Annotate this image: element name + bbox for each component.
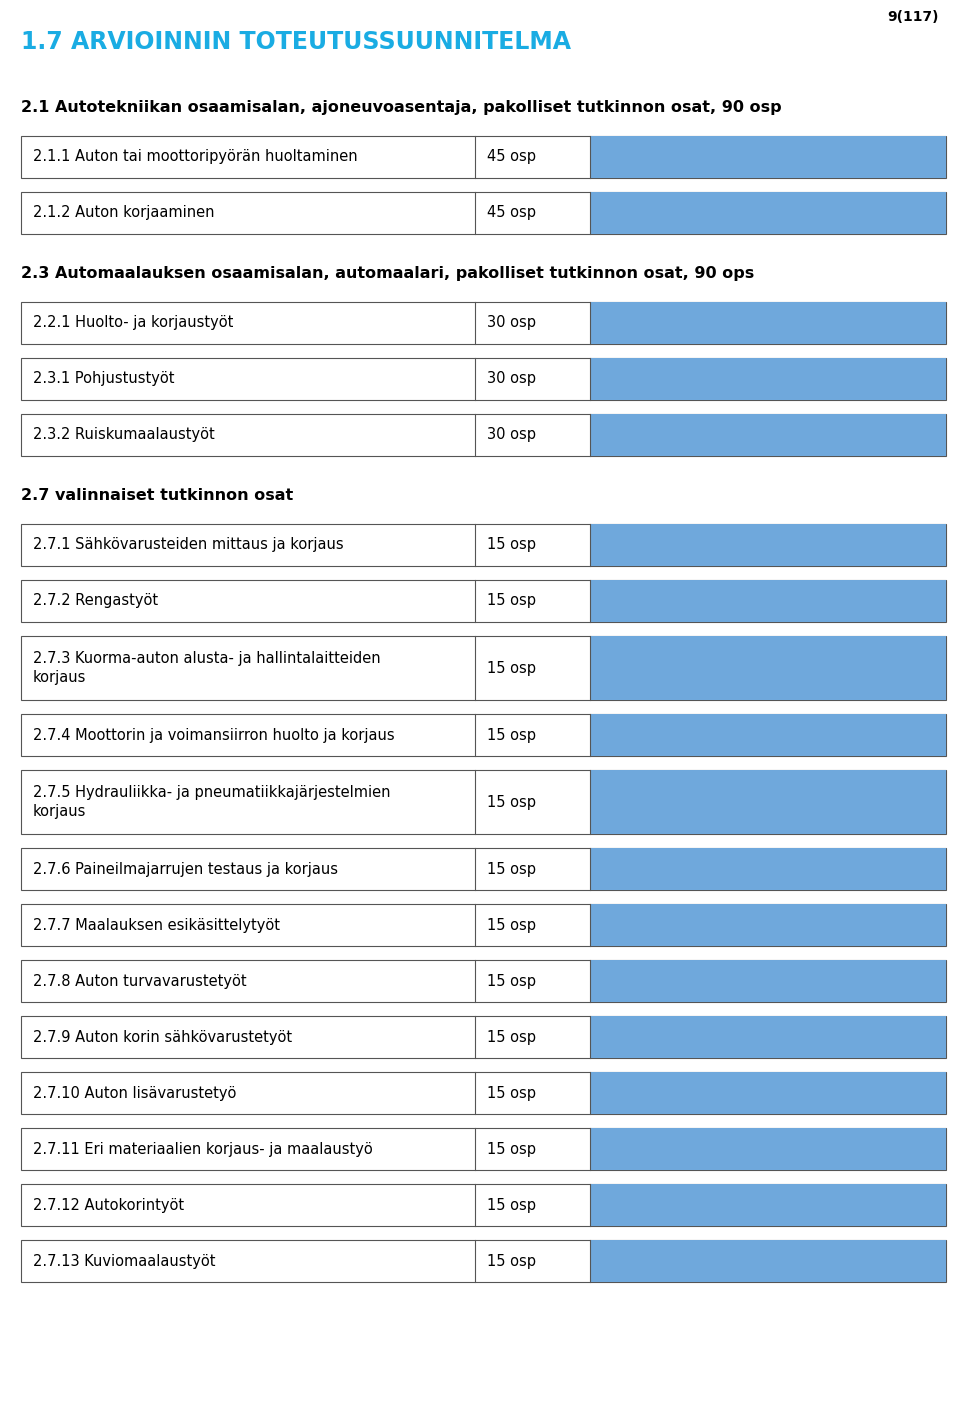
Bar xyxy=(21,960,946,1003)
Text: 30 osp: 30 osp xyxy=(487,315,536,330)
Bar xyxy=(590,580,946,623)
Bar xyxy=(21,414,946,456)
Bar xyxy=(590,136,946,178)
Text: 2.1.2 Auton korjaaminen: 2.1.2 Auton korjaaminen xyxy=(33,206,214,220)
Text: 9(117): 9(117) xyxy=(887,10,939,24)
Text: 2.7.13 Kuviomaalaustyöt: 2.7.13 Kuviomaalaustyöt xyxy=(33,1254,215,1268)
Bar xyxy=(21,192,946,234)
Text: 45 osp: 45 osp xyxy=(487,206,536,220)
Bar xyxy=(590,714,946,755)
Text: 2.7.9 Auton korin sähkövarustetyöt: 2.7.9 Auton korin sähkövarustetyöt xyxy=(33,1029,292,1045)
Text: 2.7.7 Maalauksen esikäsittelytyöt: 2.7.7 Maalauksen esikäsittelytyöt xyxy=(33,918,279,932)
Text: 15 osp: 15 osp xyxy=(487,538,536,552)
Bar xyxy=(21,136,946,178)
Text: 2.3 Automaalauksen osaamisalan, automaalari, pakolliset tutkinnon osat, 90 ops: 2.3 Automaalauksen osaamisalan, automaal… xyxy=(21,265,755,281)
Text: 2.2.1 Huolto- ja korjaustyöt: 2.2.1 Huolto- ja korjaustyöt xyxy=(33,315,233,330)
Text: 15 osp: 15 osp xyxy=(487,661,536,675)
Text: 15 osp: 15 osp xyxy=(487,727,536,743)
Text: 2.7.10 Auton lisävarustetyö: 2.7.10 Auton lisävarustetyö xyxy=(33,1086,236,1100)
Text: 15 osp: 15 osp xyxy=(487,593,536,609)
Bar xyxy=(21,635,946,700)
Text: 15 osp: 15 osp xyxy=(487,1141,536,1156)
Text: 15 osp: 15 osp xyxy=(487,1086,536,1100)
Text: 45 osp: 45 osp xyxy=(487,150,536,165)
Bar xyxy=(590,960,946,1003)
Text: 2.7.2 Rengastyöt: 2.7.2 Rengastyöt xyxy=(33,593,157,609)
Text: 15 osp: 15 osp xyxy=(487,1197,536,1213)
Text: 2.7.6 Paineilmajarrujen testaus ja korjaus: 2.7.6 Paineilmajarrujen testaus ja korja… xyxy=(33,861,338,877)
Bar xyxy=(590,1128,946,1171)
Text: 15 osp: 15 osp xyxy=(487,1029,536,1045)
Bar xyxy=(21,770,946,834)
Bar xyxy=(21,1185,946,1226)
Text: 2.3.1 Pohjustustyöt: 2.3.1 Pohjustustyöt xyxy=(33,371,174,387)
Text: 30 osp: 30 osp xyxy=(487,428,536,442)
Bar xyxy=(590,1185,946,1226)
Text: 15 osp: 15 osp xyxy=(487,1254,536,1268)
Text: 2.7.4 Moottorin ja voimansiirron huolto ja korjaus: 2.7.4 Moottorin ja voimansiirron huolto … xyxy=(33,727,395,743)
Text: 2.7.5 Hydrauliikka- ja pneumatiikkajärjestelmien
korjaus: 2.7.5 Hydrauliikka- ja pneumatiikkajärje… xyxy=(33,785,390,819)
Bar xyxy=(21,359,946,400)
Text: 2.1 Autotekniikan osaamisalan, ajoneuvoasentaja, pakolliset tutkinnon osat, 90 o: 2.1 Autotekniikan osaamisalan, ajoneuvoa… xyxy=(21,100,781,114)
Bar xyxy=(590,414,946,456)
Bar xyxy=(21,302,946,345)
Bar xyxy=(590,359,946,400)
Text: 2.7.12 Autokorintyöt: 2.7.12 Autokorintyöt xyxy=(33,1197,183,1213)
Bar xyxy=(590,635,946,700)
Bar xyxy=(590,192,946,234)
Text: 1.7 ARVIOINNIN TOTEUTUSSUUNNITELMA: 1.7 ARVIOINNIN TOTEUTUSSUUNNITELMA xyxy=(21,30,571,54)
Text: 15 osp: 15 osp xyxy=(487,918,536,932)
Bar xyxy=(590,1072,946,1114)
Text: 2.1.1 Auton tai moottoripyörän huoltaminen: 2.1.1 Auton tai moottoripyörän huoltamin… xyxy=(33,150,357,165)
Text: 2.7.3 Kuorma-auton alusta- ja hallintalaitteiden
korjaus: 2.7.3 Kuorma-auton alusta- ja hallintala… xyxy=(33,651,380,685)
Bar xyxy=(590,302,946,345)
Text: 2.7.8 Auton turvavarustetyöt: 2.7.8 Auton turvavarustetyöt xyxy=(33,973,247,988)
Bar xyxy=(21,580,946,623)
Bar xyxy=(590,770,946,834)
Text: 2.3.2 Ruiskumaalaustyöt: 2.3.2 Ruiskumaalaustyöt xyxy=(33,428,214,442)
Text: 2.7 valinnaiset tutkinnon osat: 2.7 valinnaiset tutkinnon osat xyxy=(21,489,294,503)
Bar xyxy=(590,524,946,566)
Bar xyxy=(21,1128,946,1171)
Text: 2.7.1 Sähkövarusteiden mittaus ja korjaus: 2.7.1 Sähkövarusteiden mittaus ja korjau… xyxy=(33,538,344,552)
Text: 15 osp: 15 osp xyxy=(487,973,536,988)
Bar xyxy=(590,904,946,946)
Text: 15 osp: 15 osp xyxy=(487,861,536,877)
Bar xyxy=(21,904,946,946)
Bar xyxy=(21,1072,946,1114)
Text: 30 osp: 30 osp xyxy=(487,371,536,387)
Bar xyxy=(21,849,946,890)
Bar xyxy=(21,1017,946,1058)
Bar xyxy=(21,714,946,755)
Bar xyxy=(21,524,946,566)
Bar xyxy=(590,1017,946,1058)
Text: 2.7.11 Eri materiaalien korjaus- ja maalaustyö: 2.7.11 Eri materiaalien korjaus- ja maal… xyxy=(33,1141,372,1156)
Bar xyxy=(21,1240,946,1282)
Bar xyxy=(590,849,946,890)
Bar xyxy=(590,1240,946,1282)
Text: 15 osp: 15 osp xyxy=(487,795,536,809)
